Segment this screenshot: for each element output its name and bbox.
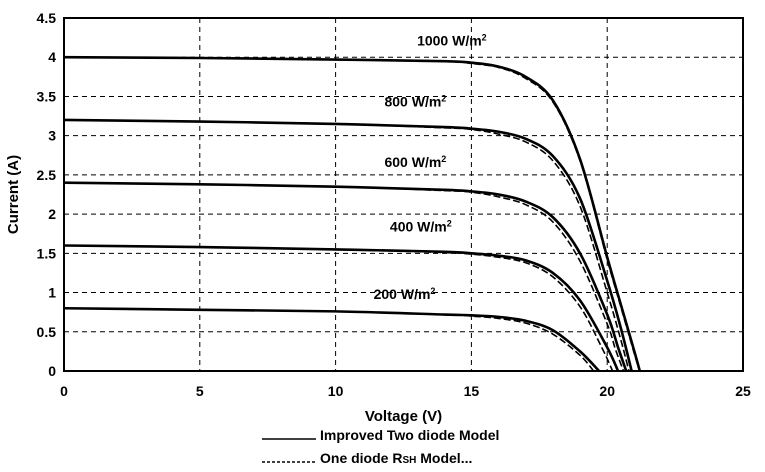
curve-1000 (63, 55, 642, 372)
x-tick-label: 5 (196, 383, 204, 399)
irradiance-label: 400 W/m2 (390, 218, 452, 234)
series-line-two-diode (63, 306, 600, 372)
plot-area (64, 18, 743, 371)
y-axis-label: Current (A) (5, 155, 22, 234)
plot-frame (63, 17, 744, 372)
curve-400 (63, 244, 620, 372)
y-tick-label: 1.5 (37, 245, 57, 261)
curve-200 (63, 306, 600, 372)
legend-label: One diode RSH Model... (320, 450, 472, 466)
x-axis-label: Voltage (V) (365, 408, 442, 425)
y-tick-label: 2.5 (37, 167, 57, 183)
irradiance-label: 600 W/m2 (384, 154, 446, 170)
y-tick-label: 1 (48, 285, 56, 301)
curve-600 (63, 181, 628, 372)
x-tick-label: 10 (328, 383, 344, 399)
curves (63, 55, 642, 372)
irradiance-label: 800 W/m2 (384, 94, 446, 110)
x-tick-label: 20 (599, 383, 615, 399)
grid (64, 18, 743, 371)
x-tick-label: 25 (735, 383, 751, 399)
irradiance-labels: 1000 W/m2 800 W/m2 600 W/m2 400 W/m2 200 W/m… (374, 32, 487, 301)
y-tick-label: 2 (48, 206, 56, 222)
legend: Improved Two diode Model One diode RSH Mo… (262, 427, 499, 466)
ticks: 0 5 10 15 20 25 0 0.5 1 1.5 2 2.5 3 3.5 4 4.5 (37, 10, 751, 399)
y-tick-label: 4 (48, 49, 56, 65)
series-line-one-diode (63, 181, 625, 372)
series-line-two-diode (63, 118, 633, 372)
x-tick-label: 0 (60, 383, 68, 399)
curve-800 (63, 118, 633, 372)
irradiance-label: 200 W/m2 (374, 286, 436, 302)
irradiance-label: 1000 W/m2 (417, 32, 487, 48)
y-tick-label: 0.5 (37, 324, 57, 340)
series-line-two-diode (63, 244, 620, 372)
series-line-one-diode (63, 119, 630, 372)
y-tick-label: 3 (48, 128, 56, 144)
legend-label: Improved Two diode Model (320, 427, 499, 443)
y-tick-label: 3.5 (37, 88, 57, 104)
series-line-two-diode (63, 55, 642, 372)
series-line-two-diode (63, 181, 628, 372)
y-tick-label: 0 (48, 363, 56, 379)
x-tick-label: 15 (464, 383, 480, 399)
y-tick-label: 4.5 (37, 10, 57, 26)
